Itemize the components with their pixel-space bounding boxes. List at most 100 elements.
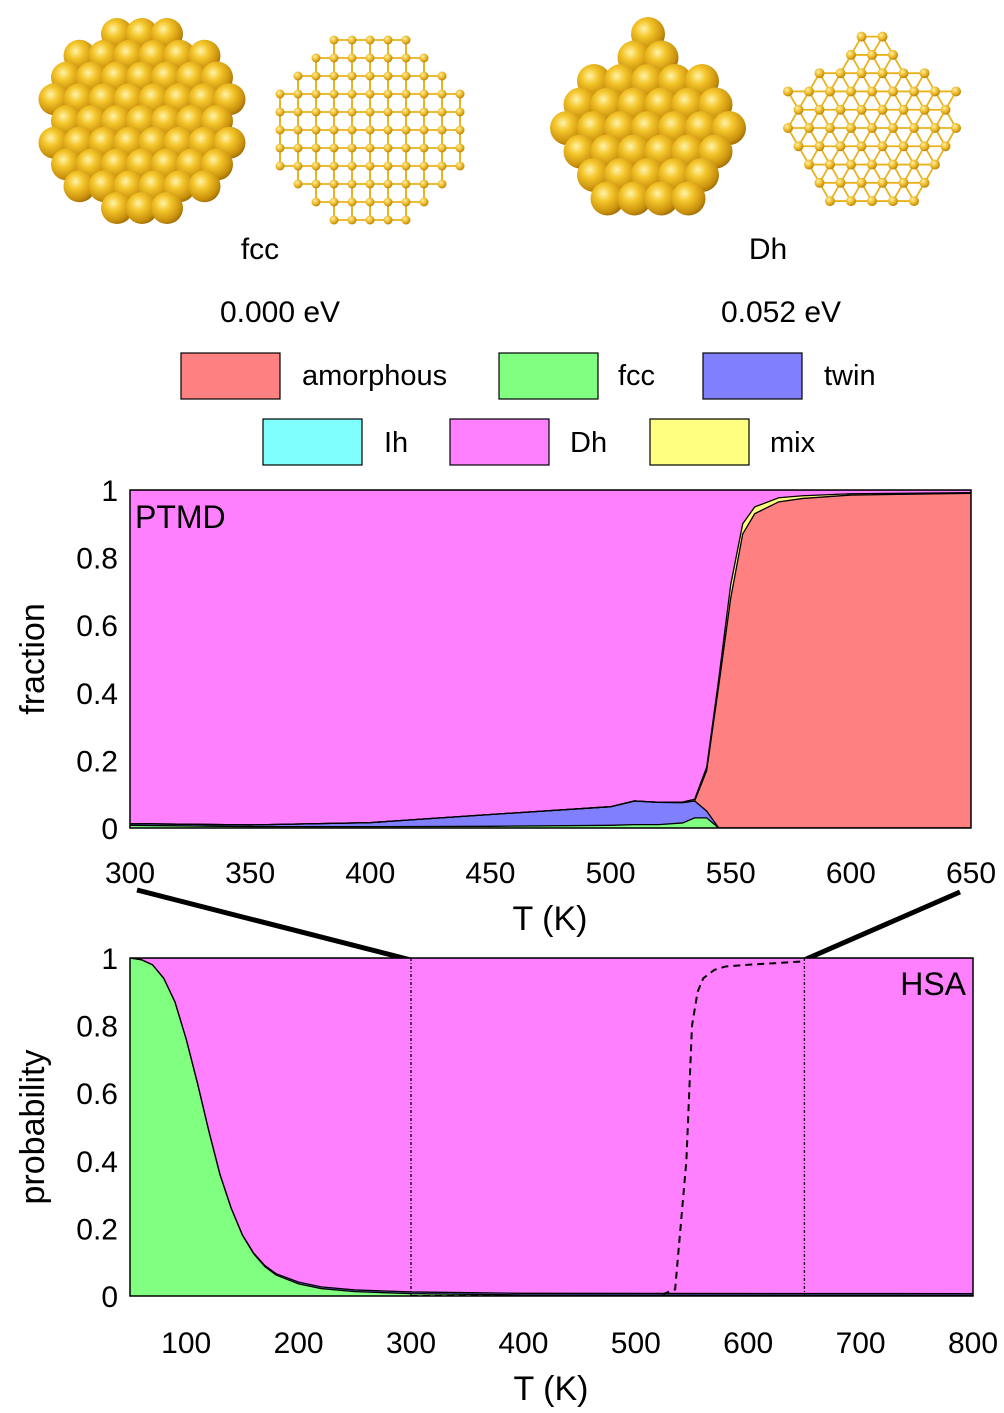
atom-ball	[888, 196, 898, 207]
area-hsa-dh	[130, 958, 973, 1294]
atom-ball	[888, 86, 898, 97]
atom-ball	[365, 71, 375, 81]
hsa-plot-frame	[129, 957, 974, 1297]
atom-ball	[365, 107, 375, 117]
x-tick-label: 200	[274, 1327, 324, 1360]
atom-ball	[311, 179, 321, 189]
atom-sphere	[617, 181, 652, 216]
atom-ball	[898, 68, 909, 79]
atom-ball	[835, 177, 846, 188]
atom-ball	[846, 123, 856, 133]
legend-label-dh: Dh	[570, 427, 607, 459]
x-tick-label: 450	[465, 857, 515, 890]
atom-ball	[825, 159, 835, 170]
atom-ball	[347, 143, 357, 153]
atom-ball	[293, 143, 303, 153]
atom-ball	[909, 123, 919, 133]
atom-ball	[347, 215, 357, 225]
atom-sphere	[101, 192, 133, 224]
atom-ball	[383, 143, 393, 153]
atom-ball	[401, 143, 411, 153]
legend-swatch-fcc	[498, 352, 599, 400]
atom-ball	[804, 86, 814, 97]
atom-ball	[877, 141, 888, 152]
atom-ball	[437, 143, 447, 153]
atom-ball	[437, 161, 447, 171]
atom-ball	[365, 143, 375, 153]
atom-ball	[825, 123, 835, 133]
atom-ball	[919, 104, 930, 115]
atom-ball	[835, 141, 846, 152]
x-tick-label: 400	[345, 857, 395, 890]
atom-ball	[347, 71, 357, 81]
atom-ball	[846, 196, 856, 207]
atom-ball	[329, 161, 339, 171]
atom-ball	[347, 35, 357, 45]
atom-ball	[419, 107, 429, 117]
atom-ball	[347, 161, 357, 171]
atom-ball	[846, 159, 856, 170]
atom-ball	[293, 107, 303, 117]
zoom-connector-left	[136, 887, 412, 963]
atom-ball	[419, 53, 429, 63]
atom-ball	[275, 125, 285, 135]
atom-ball	[419, 161, 429, 171]
atom-sphere	[590, 181, 625, 216]
atom-ball	[329, 107, 339, 117]
atom-ball	[365, 53, 375, 63]
x-tick-label: 500	[586, 857, 636, 890]
atom-ball	[888, 159, 898, 170]
atom-ball	[401, 89, 411, 99]
atom-ball	[347, 197, 357, 207]
atom-ball	[329, 197, 339, 207]
atom-ball	[419, 143, 429, 153]
atom-ball	[856, 104, 867, 115]
atom-ball	[329, 179, 339, 189]
atom-ball	[783, 86, 793, 97]
atom-ball	[804, 159, 814, 170]
dh-energy-label: 0.052 eV	[721, 296, 841, 329]
atom-ball	[383, 53, 393, 63]
legend-swatch-twin	[702, 352, 803, 400]
atom-ball	[419, 71, 429, 81]
atom-ball	[329, 89, 339, 99]
x-tick-label: 600	[723, 1327, 773, 1360]
x-tick-label: 600	[826, 857, 876, 890]
atom-ball	[930, 159, 940, 170]
atom-ball	[814, 68, 825, 79]
x-tick-label: 550	[706, 857, 756, 890]
atom-ball	[898, 141, 909, 152]
hsa-x-axis-title: T (K)	[514, 1370, 589, 1408]
atom-ball	[793, 104, 804, 115]
atom-ball	[311, 107, 321, 117]
atom-ball	[365, 197, 375, 207]
atom-ball	[846, 49, 856, 60]
atom-ball	[856, 31, 867, 42]
atom-ball	[401, 71, 411, 81]
atom-ball	[293, 89, 303, 99]
atom-ball	[835, 68, 846, 79]
area-ptmd-twin	[130, 800, 971, 828]
atom-ball	[329, 71, 339, 81]
atom-ball	[437, 107, 447, 117]
y-tick-label: 0.2	[76, 1213, 118, 1246]
boundary-ptmd-mix	[130, 492, 971, 826]
atom-ball	[867, 123, 877, 133]
atom-ball	[311, 161, 321, 171]
legend: amorphous fcc twin Ih Dh mix	[180, 352, 876, 466]
zoom-connector-right	[803, 889, 961, 963]
atom-ball	[311, 71, 321, 81]
atom-ball	[898, 104, 909, 115]
atom-ball	[951, 86, 961, 97]
atom-ball	[383, 161, 393, 171]
atom-ball	[401, 215, 411, 225]
atom-ball	[383, 35, 393, 45]
legend-label-twin: twin	[824, 360, 876, 392]
atom-ball	[867, 86, 877, 97]
atom-ball	[919, 177, 930, 188]
atom-ball	[275, 89, 285, 99]
atom-ball	[814, 104, 825, 115]
ptmd-plot-frame	[129, 489, 972, 829]
atom-ball	[401, 179, 411, 189]
